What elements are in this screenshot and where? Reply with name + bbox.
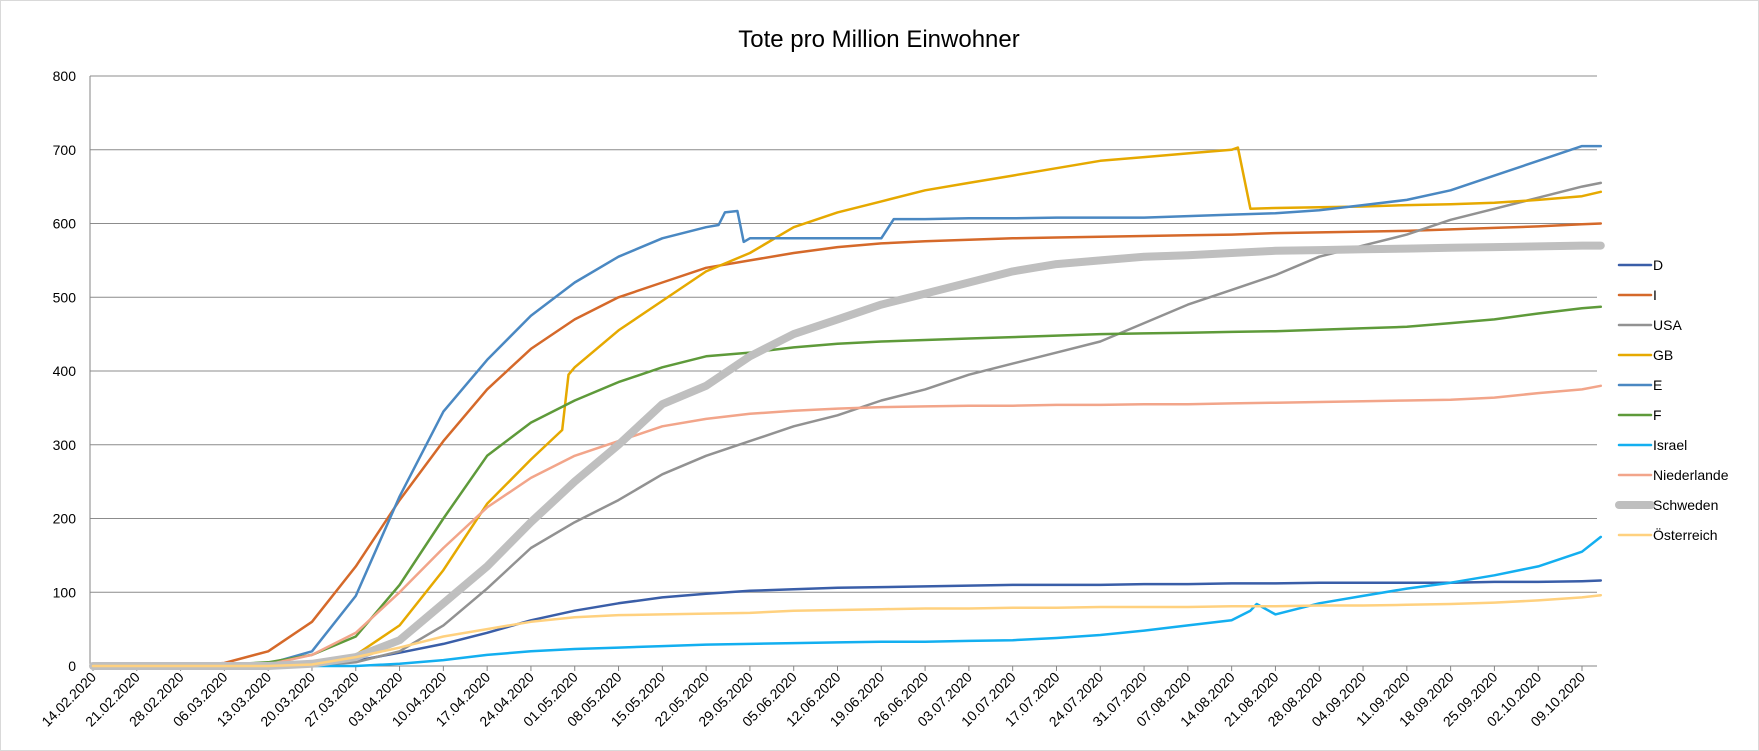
series-line-e	[91, 144, 1603, 668]
y-tick-label: 700	[53, 142, 77, 158]
y-tick-label: 300	[53, 437, 77, 453]
legend-label: D	[1653, 257, 1663, 273]
legend-label: Niederlande	[1653, 467, 1729, 483]
series-lines	[89, 144, 1605, 670]
series-line-schweden	[89, 241, 1605, 670]
series-line-österreich	[91, 593, 1603, 668]
x-axis: 14.02.202021.02.202028.02.202006.03.2020…	[38, 666, 1588, 730]
series-line-i	[91, 222, 1603, 668]
y-tick-label: 0	[68, 658, 76, 674]
legend-label: Österreich	[1653, 526, 1718, 543]
series-line-israel	[91, 535, 1603, 668]
y-tick-label: 500	[53, 289, 77, 305]
chart-title: Tote pro Million Einwohner	[738, 26, 1019, 53]
series-line-f	[91, 305, 1603, 668]
legend-label: USA	[1653, 317, 1682, 333]
y-axis: 0 100 200 300 400 500 600 700 800	[53, 68, 77, 674]
legend: DI USA GB EF Israel Niederlande Schweden Österr…	[1615, 257, 1729, 543]
y-tick-label: 100	[53, 584, 77, 600]
y-tick-label: 600	[53, 216, 77, 232]
legend-label: Israel	[1653, 437, 1687, 453]
series-line-niederlande	[91, 384, 1603, 668]
y-tick-label: 200	[53, 511, 77, 527]
legend-label: F	[1653, 407, 1662, 423]
legend-label: Schweden	[1653, 497, 1718, 513]
gridlines	[89, 75, 1597, 667]
y-tick-label: 800	[53, 68, 77, 84]
legend-label: E	[1653, 377, 1662, 393]
legend-label: I	[1653, 287, 1657, 303]
y-tick-label: 400	[53, 363, 77, 379]
legend-label: GB	[1653, 347, 1673, 363]
